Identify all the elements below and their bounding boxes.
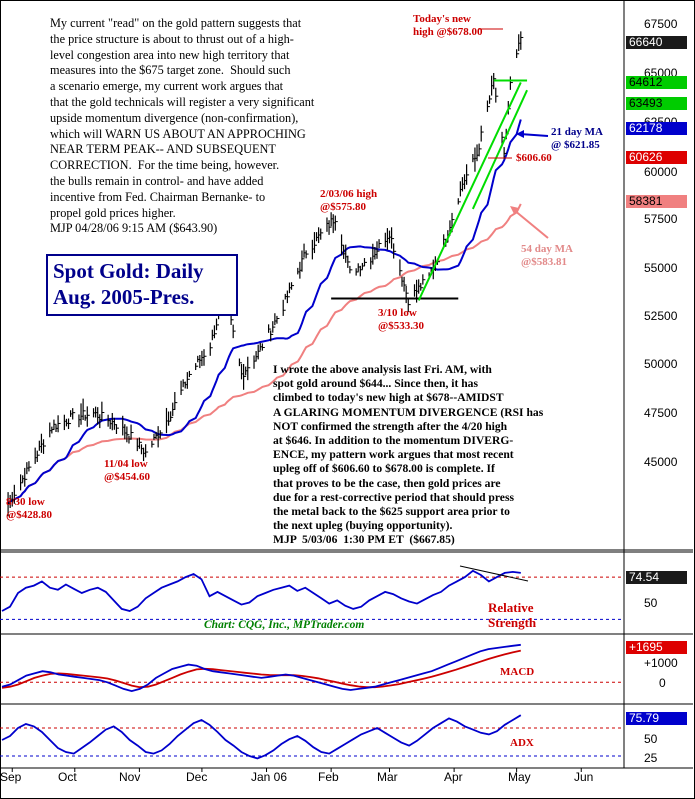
commentary-top-line: which will WARN US ABOUT AN APPROCHING bbox=[50, 126, 306, 141]
x-tick-sep: Sep bbox=[0, 770, 22, 784]
adx-line bbox=[1, 714, 522, 760]
annotation-macd: MACD bbox=[500, 666, 535, 678]
tag-price-1: 64612 bbox=[626, 76, 687, 89]
trendline-lower bbox=[417, 81, 522, 301]
annotation-apr-low: $606.60 bbox=[516, 152, 552, 164]
commentary-bottom-line: the next upleg (buying opportunity). bbox=[273, 519, 453, 533]
ma54-line bbox=[7, 203, 522, 505]
commentary-top: My current "read" on the gold pattern su… bbox=[50, 16, 314, 237]
rsi-divergence-line bbox=[459, 565, 529, 582]
ma21-arrowhead bbox=[516, 130, 524, 138]
chart-title: Spot Gold: Daily bbox=[53, 259, 204, 283]
annotation-rsi: Relative Strength bbox=[488, 600, 537, 630]
x-tick-mar: Mar bbox=[377, 770, 398, 784]
chart-subtitle: Aug. 2005-Pres. bbox=[53, 285, 195, 309]
adx-tick-25: 25 bbox=[644, 751, 658, 765]
y-tick-47500: 47500 bbox=[644, 406, 678, 420]
commentary-top-line: the bulls remain in control- and have ad… bbox=[50, 173, 264, 188]
commentary-bottom-line: A GLARING MOMENTUM DIVERGENCE (RSI has bbox=[273, 405, 544, 419]
y-tick-67500: 67500 bbox=[644, 17, 678, 31]
x-tick-apr: Apr bbox=[444, 770, 463, 784]
chart-title-box: Spot Gold: Daily Aug. 2005-Pres. bbox=[46, 254, 238, 316]
annotation-adx: ADX bbox=[510, 737, 534, 749]
commentary-top-line: propel gold prices higher. bbox=[50, 205, 176, 220]
x-tick-dec: Dec bbox=[186, 770, 208, 784]
commentary-bottom-line: I wrote the above analysis last Fri. AM,… bbox=[273, 363, 492, 376]
commentary-top-line: My current "read" on the gold pattern su… bbox=[50, 16, 302, 30]
x-tick-oct: Oct bbox=[58, 770, 77, 784]
annotation-ma21: 21 day MA @ $621.85 bbox=[551, 126, 603, 151]
commentary-bottom: I wrote the above analysis last Fri. AM,… bbox=[273, 363, 543, 548]
x-tick-jun: Jun bbox=[574, 770, 594, 784]
y-tick-55000: 55000 bbox=[644, 261, 678, 275]
macd-tick-0: 0 bbox=[659, 676, 666, 690]
x-tick-jan: Jan 06 bbox=[251, 770, 288, 784]
commentary-top-line: incentive from Fed. Chairman Bernanke- t… bbox=[50, 189, 266, 204]
commentary-bottom-line: MJP 5/03/06 1:30 PM ET ($667.85) bbox=[273, 533, 455, 547]
x-tick-feb: Feb bbox=[318, 770, 339, 784]
commentary-bottom-line: ENCE, my pattern work argues that most r… bbox=[273, 448, 514, 462]
annotation-new-high: Today's new high @$678.00 bbox=[413, 13, 483, 38]
macd-line bbox=[1, 643, 521, 693]
annotation-aug-low: 8/30 low @$428.80 bbox=[6, 496, 52, 521]
commentary-top-line: the price structure is about to thrust o… bbox=[50, 31, 294, 46]
commentary-bottom-line: due for a rest-corrective period that sh… bbox=[273, 490, 514, 504]
commentary-top-line: a scenario emerge, my current work argue… bbox=[50, 79, 284, 94]
y-tick-57500: 57500 bbox=[644, 212, 678, 226]
commentary-bottom-line: that proves to be the case, then gold pr… bbox=[273, 476, 501, 490]
trendline-upper bbox=[471, 89, 528, 210]
ma21-line bbox=[7, 119, 522, 505]
tag-rsi: 74.54 bbox=[626, 571, 687, 584]
tag-ma54: 58381 bbox=[626, 195, 687, 208]
x-tick-nov: Nov bbox=[119, 770, 141, 784]
tag-price-last: 66640 bbox=[626, 36, 687, 49]
adx-tick-50: 50 bbox=[644, 732, 658, 746]
macd-tick-1000: +1000 bbox=[644, 656, 678, 670]
y-tick-45000: 45000 bbox=[644, 455, 678, 469]
annotation-ma54: 54 day MA @$583.81 bbox=[521, 243, 573, 268]
commentary-bottom-line: the metal back to the $625 support area … bbox=[273, 505, 510, 519]
y-tick-60000: 60000 bbox=[644, 165, 678, 179]
tag-support: 60626 bbox=[626, 151, 687, 164]
commentary-top-line: CORRECTION. For the time being, however. bbox=[50, 158, 280, 173]
commentary-top-line: level congestion area into new high terr… bbox=[50, 47, 290, 62]
rsi-line bbox=[1, 569, 521, 612]
ma54-arrowhead bbox=[510, 206, 519, 214]
commentary-top-line: measures into the $675 target zone. Shou… bbox=[50, 63, 291, 78]
commentary-top-line: that the gold technicals will register a… bbox=[50, 94, 315, 109]
commentary-bottom-line: at $646. In addition to the momentum DIV… bbox=[273, 434, 514, 448]
rsi-tick-50: 50 bbox=[644, 596, 658, 610]
commentary-top-line: MJP 04/28/06 9:15 AM ($643.90) bbox=[50, 221, 218, 236]
commentary-top-line: upside momentum divergence (non-confirma… bbox=[50, 110, 299, 125]
commentary-bottom-line: upleg off of $606.60 to $678.00 is compl… bbox=[273, 462, 495, 476]
annotation-nov-low: 11/04 low @$454.60 bbox=[104, 458, 150, 483]
tag-price-2: 63493 bbox=[626, 97, 687, 110]
commentary-bottom-line: spot gold around $644... Since then, it … bbox=[273, 377, 478, 391]
y-tick-52500: 52500 bbox=[644, 309, 678, 323]
annotation-mar-low: 3/10 low @$533.30 bbox=[378, 307, 424, 332]
commentary-top-line: NEAR TERM PEAK-- AND SUBSEQUENT bbox=[50, 142, 276, 157]
tag-macd: +1695 bbox=[626, 641, 687, 654]
tag-ma21: 62178 bbox=[626, 122, 687, 135]
commentary-bottom-line: NOT confirmed the strength after the 4/2… bbox=[273, 419, 508, 433]
source-credit: Chart: CQG, Inc., MPTrader.com bbox=[204, 619, 365, 631]
x-tick-may: May bbox=[508, 770, 531, 784]
tag-adx: 75.79 bbox=[626, 712, 687, 725]
commentary-bottom-line: climbed to today's new high at $678--AMI… bbox=[273, 391, 504, 405]
ma21-arrow bbox=[519, 133, 549, 137]
ma54-arrow bbox=[513, 209, 549, 239]
macd-signal-line bbox=[1, 649, 521, 689]
y-tick-50000: 50000 bbox=[644, 357, 678, 371]
annotation-feb-high: 2/03/06 high @$575.80 bbox=[320, 188, 378, 213]
